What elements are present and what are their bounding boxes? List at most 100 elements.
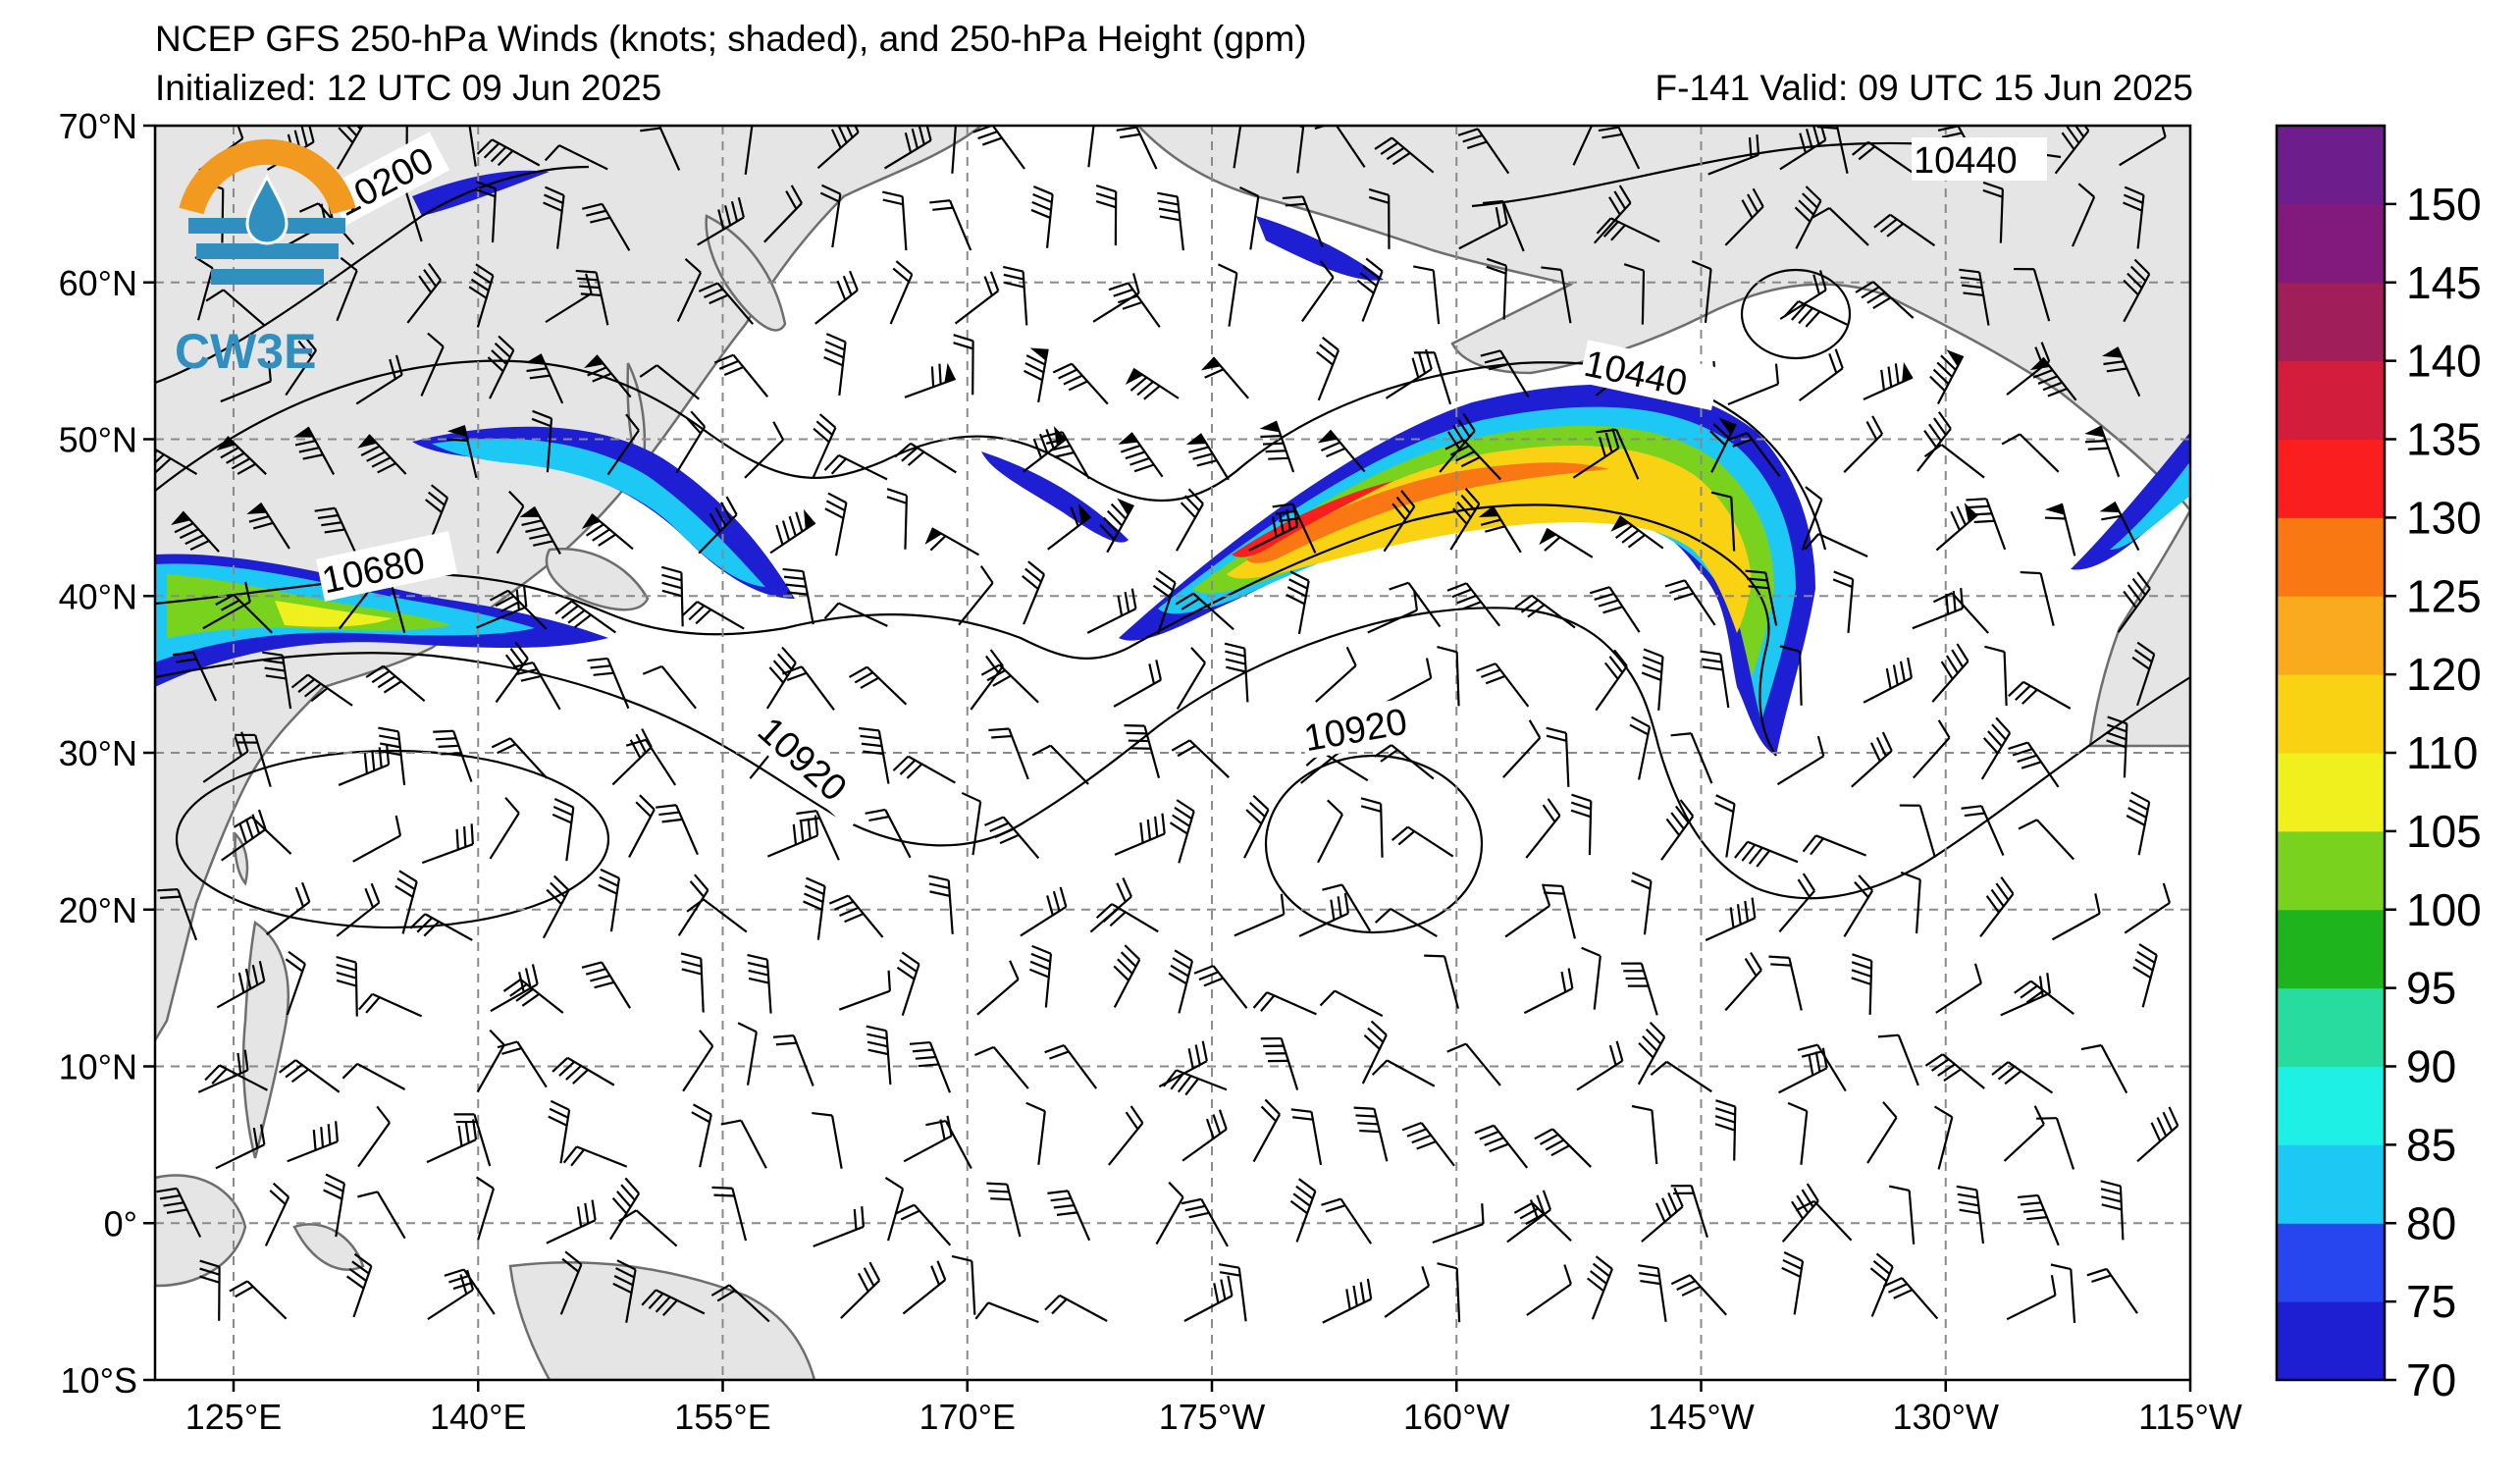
- wind-barb: [1316, 336, 1340, 401]
- wind-barb: [1637, 1264, 1667, 1322]
- wind-barb: [221, 809, 267, 862]
- wind-barb: [1935, 503, 1978, 552]
- wind-barb: [1176, 488, 1204, 552]
- wind-barb: [1982, 181, 2004, 243]
- wind-barb: [1525, 798, 1561, 859]
- colorbar-tick-label: 145: [2406, 257, 2482, 308]
- wind-barb: [1916, 411, 1952, 472]
- cw3e-logo: CW3E: [175, 138, 356, 379]
- wind-barb: [2102, 346, 2141, 397]
- wind-barb: [1041, 431, 1090, 480]
- wind-barb: [984, 816, 1040, 860]
- wind-barb: [697, 196, 745, 246]
- wind-barb: [2136, 1106, 2179, 1163]
- colorbar-tick-label: 70: [2406, 1354, 2456, 1405]
- wind-barb: [2099, 501, 2140, 552]
- wind-barb: [1546, 726, 1570, 787]
- wind-barb: [2000, 973, 2052, 1017]
- wind-barb: [961, 791, 982, 856]
- wind-barb: [737, 1022, 758, 1086]
- wind-barb: [1572, 126, 1598, 166]
- wind-barb: [744, 421, 785, 479]
- wind-barb: [886, 488, 909, 550]
- wind-barb: [543, 185, 565, 249]
- land-sulawesi-islands: [292, 1223, 365, 1271]
- contour-10920-b: [1264, 754, 1484, 934]
- wind-barb: [1873, 213, 1936, 247]
- wind-barb: [1360, 797, 1384, 858]
- wind-barb: [1900, 871, 1921, 934]
- wind-barb: [675, 410, 707, 474]
- wind-barb: [1641, 648, 1664, 711]
- wind-barb: [2123, 258, 2151, 323]
- wind-barb: [1113, 944, 1141, 1008]
- cw3e-droplet-logo-icon: [245, 173, 289, 245]
- wind-barb: [2018, 819, 2075, 861]
- wind-barb: [889, 260, 914, 325]
- wind-barb: [988, 727, 1029, 780]
- land-asia-mainland: [155, 126, 984, 1043]
- wind-barb: [1851, 953, 1873, 1015]
- wind-barb: [1449, 488, 1481, 551]
- wind-barb: [1095, 184, 1118, 246]
- contour-10200: [155, 165, 590, 385]
- wind-barb: [489, 796, 520, 860]
- wind-barb: [1025, 1101, 1046, 1165]
- wind-barb: [1124, 724, 1161, 778]
- wind-barb: [1200, 356, 1249, 399]
- wind-barb: [1534, 1128, 1593, 1168]
- wind-barb: [1022, 560, 1046, 625]
- wind-barb: [1798, 348, 1844, 401]
- wind-barb: [924, 527, 979, 556]
- contour-10680: [155, 503, 1777, 757]
- wind-barb: [1631, 1104, 1658, 1165]
- longitude-label: 175°W: [1159, 1397, 1265, 1437]
- wind-barb: [215, 1124, 266, 1170]
- wind-barb: [1047, 503, 1092, 551]
- wind-barb: [642, 664, 697, 710]
- wind-barb: [433, 729, 473, 782]
- wind-barb: [502, 979, 564, 1014]
- wind-barb: [1439, 412, 1476, 473]
- wind-barb: [618, 1209, 678, 1247]
- wind-barb: [1322, 883, 1372, 932]
- wind-barb: [233, 816, 292, 855]
- wind-barb: [782, 665, 835, 712]
- wind-barb: [884, 1177, 905, 1242]
- wind-barb: [2001, 433, 2060, 473]
- wind-barb: [2132, 943, 2158, 1008]
- colorbar-swatch: [2277, 987, 2385, 1067]
- wind-barb: [958, 565, 994, 626]
- colorbar-tick-label: 90: [2406, 1041, 2456, 1092]
- wind-barb: [1315, 646, 1357, 703]
- wind-barb: [1502, 719, 1542, 778]
- wind-barb: [883, 126, 932, 170]
- wind-barb: [575, 269, 609, 326]
- wind-barb: [1724, 187, 1764, 246]
- wind-barb: [444, 1268, 496, 1315]
- wind-barb: [490, 964, 539, 1013]
- wind-barb: [1923, 444, 1985, 479]
- wind-barb: [1514, 594, 1576, 629]
- wind-barb: [1851, 731, 1893, 788]
- land-kamchatka: [705, 214, 787, 332]
- wind-barb: [1832, 570, 1855, 633]
- wind-barb: [1929, 349, 1965, 405]
- wind-barb: [1044, 1294, 1108, 1322]
- wind-barb: [1252, 1098, 1282, 1163]
- wind-barb: [581, 513, 634, 551]
- wind-barb: [1513, 1201, 1572, 1242]
- wind-barb: [1888, 1185, 1916, 1245]
- jet-west-105kt: [275, 601, 393, 627]
- wind-barb: [1181, 1197, 1229, 1247]
- wind-barb: [216, 436, 267, 475]
- wind-barb: [1991, 1061, 2054, 1094]
- wind-barb: [1816, 126, 1849, 174]
- latitude-label: 60°N: [59, 263, 137, 303]
- wind-barb: [1630, 872, 1653, 935]
- wind-barb: [582, 202, 631, 251]
- wind-barb: [598, 868, 621, 932]
- wind-barb: [1168, 949, 1194, 1014]
- wind-barb: [1023, 347, 1049, 403]
- wind-barb: [1598, 126, 1641, 170]
